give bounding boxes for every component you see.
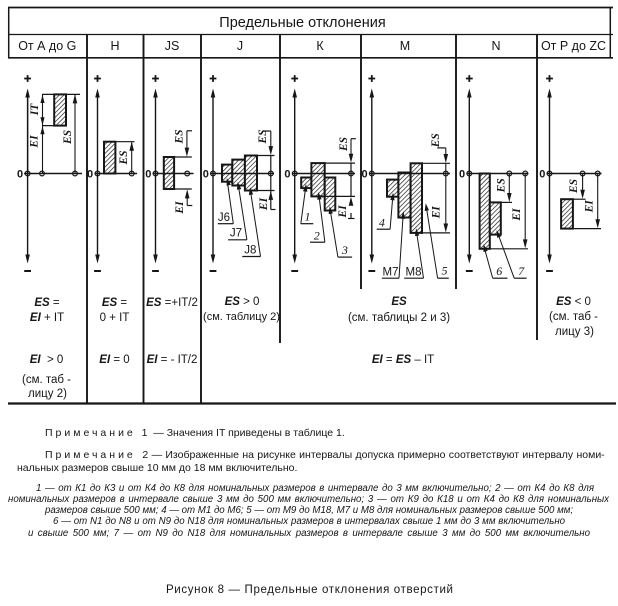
svg-text:EI: EI (28, 135, 40, 149)
svg-text:ES: ES (338, 137, 350, 152)
svg-text:ES: ES (430, 133, 442, 148)
svg-text:0: 0 (87, 169, 93, 181)
svg-text:IT: IT (29, 103, 41, 116)
svg-text:EI: EI (431, 206, 443, 220)
svg-text:3: 3 (341, 243, 348, 257)
svg-text:5: 5 (442, 264, 448, 278)
svg-text:M8: M8 (406, 267, 422, 279)
svg-text:0: 0 (459, 169, 465, 181)
svg-text:2: 2 (314, 229, 320, 243)
svg-text:M7: M7 (383, 267, 399, 279)
svg-text:J8: J8 (244, 245, 256, 257)
svg-text:EI: EI (583, 200, 595, 214)
svg-text:EI: EI (337, 205, 349, 219)
svg-text:J7: J7 (230, 228, 242, 240)
svg-text:ES: ES (257, 129, 269, 144)
svg-text:EI: EI (511, 208, 523, 222)
svg-text:J6: J6 (218, 212, 230, 224)
svg-text:EI: EI (258, 197, 270, 211)
svg-text:ES: ES (496, 178, 508, 193)
svg-text:0: 0 (362, 169, 368, 181)
svg-text:0: 0 (539, 169, 545, 181)
svg-text:6: 6 (496, 264, 502, 278)
svg-text:0: 0 (145, 169, 151, 181)
svg-text:4: 4 (379, 215, 385, 229)
svg-text:1: 1 (305, 210, 311, 224)
svg-text:7: 7 (518, 264, 525, 278)
svg-text:ES: ES (173, 129, 185, 144)
svg-text:ES: ES (568, 179, 580, 194)
svg-text:ES: ES (62, 130, 74, 145)
svg-text:ES: ES (118, 150, 130, 165)
svg-text:0: 0 (284, 169, 290, 181)
svg-text:EI: EI (174, 201, 186, 215)
svg-text:0: 0 (203, 169, 209, 181)
svg-text:0: 0 (17, 169, 23, 181)
